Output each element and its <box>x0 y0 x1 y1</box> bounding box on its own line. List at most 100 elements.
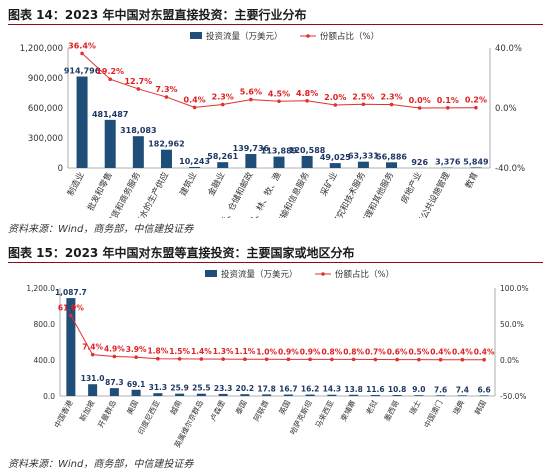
share-value-label: 0.8% <box>343 347 364 356</box>
bar-value-label: 17.8 <box>257 384 276 393</box>
bar <box>301 155 313 168</box>
bar-value-label: 1,087.7 <box>55 288 87 297</box>
bar-value-label: 87.3 <box>105 378 124 387</box>
share-value-label: 5.6% <box>240 88 262 97</box>
bar-value-label: 113,889 <box>261 147 298 156</box>
x-category-label: 越南 <box>168 398 184 416</box>
bar-value-label: 23.3 <box>214 384 233 393</box>
bar-value-label: 20.2 <box>236 384 255 393</box>
y-right-tick-label: 0.0% <box>495 104 517 114</box>
bar-value-label: 318,083 <box>120 126 156 135</box>
bar-value-label: 25.5 <box>192 384 211 393</box>
x-category-label: 金融业 <box>206 170 228 198</box>
bar <box>132 136 144 168</box>
share-point <box>177 357 182 361</box>
bar <box>189 166 201 168</box>
share-point <box>69 313 73 318</box>
x-category-label: 批发和零售 <box>85 170 115 213</box>
x-category-label: 新加坡 <box>77 398 97 423</box>
x-category-label: 卢森堡 <box>207 398 227 423</box>
bar <box>153 393 163 396</box>
x-category-label: 教育 <box>463 170 481 190</box>
share-point <box>460 357 465 362</box>
legend-line-marker <box>321 272 325 276</box>
share-point <box>438 357 443 362</box>
share-value-label: 61.9% <box>58 303 85 312</box>
x-category-label: 马来西亚 <box>314 398 336 429</box>
x-category-label: 美国 <box>124 398 140 416</box>
bar <box>283 394 293 396</box>
bar <box>273 156 285 168</box>
figure-14-title: 图表 14：2023 年中国对东盟直接投资：主要行业分布 <box>8 8 307 22</box>
bar-value-label: 120,588 <box>289 146 326 155</box>
share-value-label: 4.9% <box>104 344 125 353</box>
share-point <box>134 355 138 359</box>
figure-15-title-rule <box>8 262 543 263</box>
bar-value-label: 481,487 <box>92 110 128 119</box>
bar-value-label: 9.0 <box>412 385 425 394</box>
bar-value-label: 3,376 <box>435 158 461 167</box>
share-value-label: 0.5% <box>408 348 429 357</box>
bar <box>88 384 98 396</box>
y-right-tick-label: 100.0% <box>500 284 529 293</box>
share-value-label: 0.4% <box>452 348 473 357</box>
x-category-label: 老挝 <box>363 398 379 416</box>
share-value-label: 0.9% <box>278 347 299 356</box>
share-point <box>90 352 95 357</box>
bar-value-label: 10,243 <box>179 157 210 166</box>
share-value-label: 4.5% <box>268 89 290 98</box>
y-left-tick-label: 300,000 <box>28 134 63 144</box>
bar <box>245 154 257 168</box>
share-point <box>482 357 486 362</box>
share-value-label: 2.3% <box>212 93 234 102</box>
y-right-tick-label: 50.0% <box>500 320 524 329</box>
share-value-label: 7.4% <box>82 343 103 352</box>
bar <box>457 395 467 396</box>
share-value-label: 0.8% <box>321 347 342 356</box>
x-category-label: 墨西哥 <box>382 398 401 423</box>
bar <box>217 162 229 168</box>
share-line <box>70 315 485 361</box>
share-value-label: 7.3% <box>155 85 177 94</box>
y-left-tick-label: 800.0 <box>34 320 56 329</box>
bar-value-label: 131.0 <box>81 374 105 383</box>
share-point <box>389 102 394 107</box>
y-left-tick-label: 600,000 <box>28 104 63 114</box>
bar <box>305 394 315 396</box>
bar <box>357 161 369 168</box>
x-category-label: 瑞士 <box>407 398 423 416</box>
bar <box>66 298 76 396</box>
bar-value-label: 16.7 <box>279 384 298 393</box>
x-category-label: 房地产业 <box>399 170 425 205</box>
legend-bar-swatch <box>190 32 202 39</box>
bar-value-label: 182,962 <box>148 140 184 149</box>
share-value-label: 36.4% <box>68 41 96 50</box>
y-left-tick-label: 0 <box>58 164 63 174</box>
share-value-label: 0.6% <box>387 348 408 357</box>
y-left-tick-label: 1,200,000 <box>20 44 63 54</box>
share-value-label: 1.0% <box>256 347 277 356</box>
x-category-label: 建筑业 <box>178 170 200 198</box>
share-point <box>474 105 478 110</box>
y-left-tick-label: 0.0 <box>43 392 55 401</box>
bar-value-label: 10.8 <box>388 385 407 394</box>
bar-value-label: 926 <box>411 158 428 167</box>
y-right-tick-label: -40.0% <box>495 164 525 174</box>
share-value-label: 2.3% <box>380 93 402 102</box>
share-point <box>373 357 378 362</box>
bar <box>160 149 172 168</box>
share-point <box>308 357 312 362</box>
x-category-label: 阿联酋 <box>251 398 271 423</box>
share-value-label: 1.4% <box>191 347 212 356</box>
bar <box>104 119 116 168</box>
figure-15-source: 资料来源：Wind，商务部，中信建投证券 <box>8 459 194 470</box>
x-category-label: 韩国 <box>472 398 488 416</box>
share-value-label: 2.0% <box>324 93 346 102</box>
bar-value-label: 7.4 <box>456 385 469 394</box>
x-category-label: 开曼群岛 <box>95 398 118 429</box>
share-value-label: 0.2% <box>465 96 487 105</box>
share-value-label: 0.4% <box>474 348 495 357</box>
bar <box>109 388 119 396</box>
share-point <box>220 102 225 107</box>
legend-line-marker <box>306 34 310 38</box>
